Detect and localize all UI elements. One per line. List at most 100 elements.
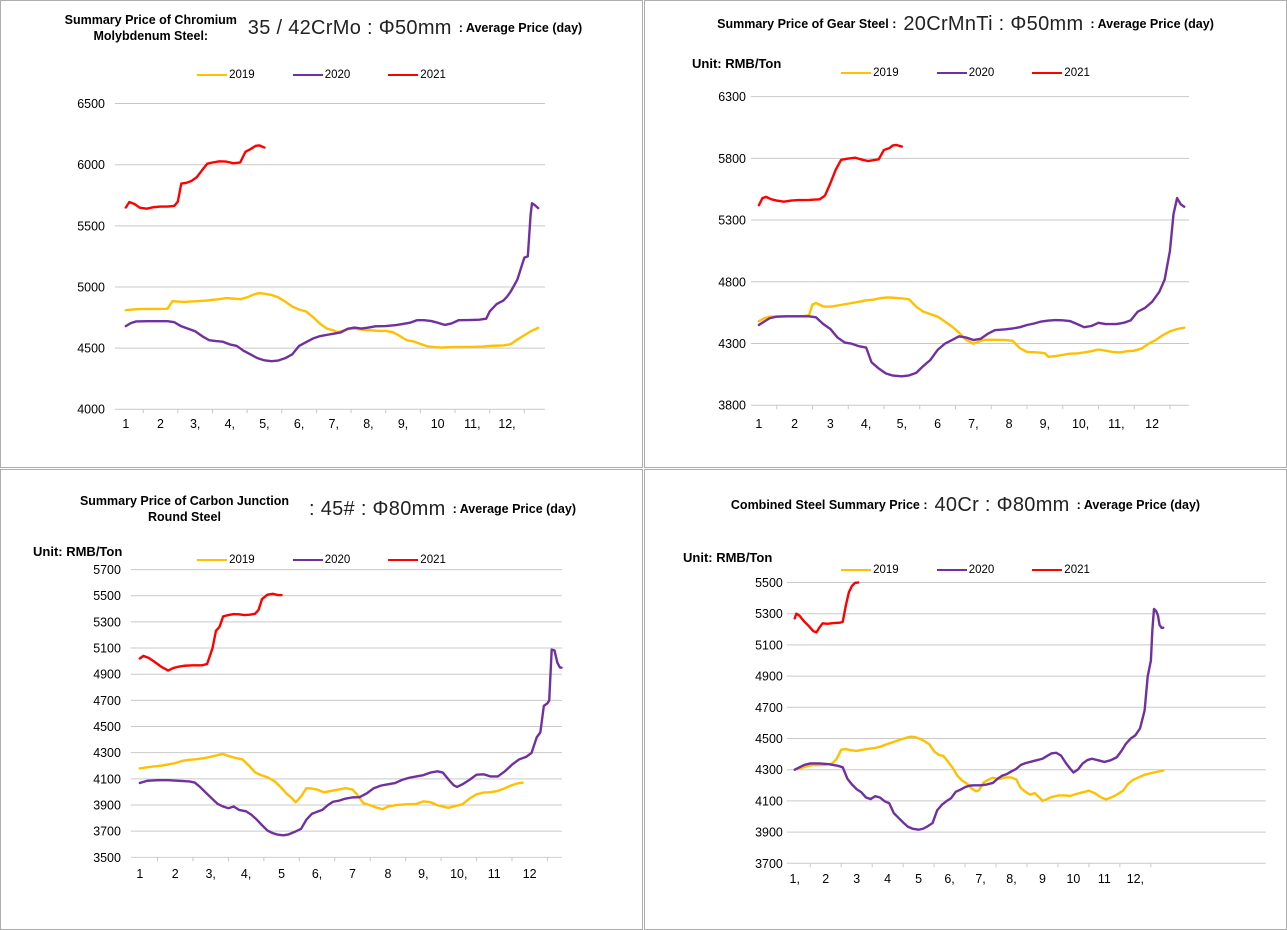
x-axis-tick-label: 6, [944, 872, 954, 886]
x-axis-tick-label: 8 [384, 867, 391, 881]
x-axis-tick-label: 5 [915, 872, 922, 886]
legend-label: 2019 [229, 69, 255, 81]
x-axis-tick-label: 2 [157, 417, 164, 431]
y-axis-tick-label: 4100 [755, 794, 783, 808]
legend-item-2020: 2020 [292, 69, 350, 81]
legend-label: 2021 [1064, 564, 1090, 576]
x-axis-tick-label: 3, [190, 417, 200, 431]
chart-title-suffix: : Average Price (day) [1076, 497, 1201, 512]
chart-title-prefix: Combined Steel Summary Price : [730, 497, 928, 512]
x-axis-tick-label: 9, [398, 417, 408, 431]
chart-title-suffix: : Average Price (day) [1090, 16, 1214, 31]
x-axis-tick-label: 8, [1006, 872, 1016, 886]
x-axis-tick-label: 1 [136, 867, 143, 881]
line-chart: 5700 5500 5300 5100 4900 4700 4500 4300 4100 3900… [93, 563, 563, 881]
y-axis-tick-label: 3900 [755, 826, 783, 840]
series-line-2020 [124, 202, 540, 363]
y-axis-tick-label: 5300 [755, 607, 783, 621]
legend-item-2019: 2019 [197, 69, 255, 81]
y-axis-tick-label: 3500 [93, 851, 121, 865]
series-line-2019 [793, 735, 1165, 803]
y-axis-tick-label: 3800 [718, 399, 746, 413]
x-axis-tick-label: 1, [790, 872, 800, 886]
y-axis-tick-label: 5500 [93, 589, 121, 603]
legend-label: 2019 [229, 554, 255, 566]
x-axis-tick-label: 2 [791, 417, 798, 431]
legend-item-2021: 2021 [1032, 67, 1090, 79]
y-axis-tick-label: 5800 [718, 152, 746, 166]
legend-line-swatch [197, 74, 228, 76]
legend-label: 2019 [873, 67, 899, 79]
chart-title-prefix: Summary Price of Chromium Molybdenum Ste… [64, 13, 241, 43]
x-axis-tick-label: 6, [312, 867, 322, 881]
y-axis-tick-label: 4500 [77, 342, 105, 356]
x-axis-tick-label: 7, [968, 417, 978, 431]
series-line-2020 [793, 607, 1165, 831]
legend: 2019 2020 2021 [1, 554, 642, 566]
y-axis-tick-label: 3900 [93, 798, 121, 812]
unit-label: Unit: RMB/Ton [683, 550, 773, 565]
x-axis-tick-label: 5, [897, 417, 907, 431]
x-axis-tick-label: 10, [1072, 417, 1089, 431]
legend-line-swatch [936, 72, 967, 74]
x-axis-tick-label: 10, [450, 867, 467, 881]
x-axis-tick-label: 4, [225, 417, 235, 431]
x-axis-tick-label: 2 [172, 867, 179, 881]
y-axis-tick-label: 6000 [77, 158, 105, 172]
series-line-2019 [124, 291, 540, 349]
x-axis-tick-label: 7, [975, 872, 985, 886]
chart-title-main: 20CrMnTi : Φ50mm [903, 13, 1084, 35]
x-axis-tick-label: 11, [464, 417, 480, 431]
chart-title: Summary Price of Chromium Molybdenum Ste… [1, 13, 642, 44]
legend-item-2020: 2020 [936, 67, 994, 79]
unit-label: Unit: RMB/Ton [33, 544, 123, 559]
x-axis-tick-label: 10 [431, 417, 445, 431]
x-axis-tick-label: 4, [861, 417, 871, 431]
series-line-2021 [124, 144, 266, 210]
legend-label: 2021 [420, 69, 446, 81]
chart-title-main: 35 / 42CrMo : Φ50mm [247, 17, 452, 40]
x-axis-tick-label: 8 [1006, 417, 1013, 431]
y-axis-tick-label: 5500 [77, 219, 105, 233]
chart-title: Summary Price of Gear Steel : 20CrMnTi :… [645, 13, 1286, 36]
legend-line-swatch [841, 569, 872, 571]
legend-item-2020: 2020 [292, 554, 350, 566]
series-line-2019 [757, 296, 1186, 359]
legend-line-swatch [1032, 569, 1063, 571]
chart-title-main: : 45# : Φ80mm [308, 498, 446, 521]
series-line-2020 [757, 196, 1186, 378]
y-axis-tick-label: 4100 [93, 772, 121, 786]
x-axis-tick-label: 4, [241, 867, 251, 881]
unit-label: Unit: RMB/Ton [692, 56, 782, 71]
x-axis-tick-label: 5 [278, 867, 285, 881]
y-axis-tick-label: 5100 [755, 638, 783, 652]
chart-title-prefix: Summary Price of Carbon Junction Round S… [79, 494, 293, 524]
y-axis-tick-label: 3700 [93, 825, 121, 839]
chart-title: Combined Steel Summary Price : 40Cr : Φ8… [645, 494, 1286, 517]
x-axis-tick-label: 9, [418, 867, 428, 881]
chart-panel-carbon-round-steel: Summary Price of Carbon Junction Round S… [0, 469, 643, 930]
x-axis-tick-label: 1 [122, 417, 129, 431]
x-axis-tick-label: 5, [259, 417, 269, 431]
legend-item-2021: 2021 [1032, 564, 1090, 576]
legend-item-2021: 2021 [388, 554, 446, 566]
series-line-2019 [138, 752, 524, 811]
y-axis-tick-label: 6300 [718, 90, 746, 104]
legend: 2019 2020 2021 [1, 69, 642, 81]
x-axis-tick-label: 12 [1145, 417, 1159, 431]
y-axis-tick-label: 4900 [93, 668, 121, 682]
legend-line-swatch [197, 559, 228, 561]
x-axis-tick-label: 3 [853, 872, 860, 886]
series-line-2020 [138, 648, 563, 837]
x-axis-tick-label: 6, [294, 417, 304, 431]
legend-line-swatch [388, 74, 419, 76]
y-axis-tick-label: 5100 [93, 642, 121, 656]
legend-line-swatch [841, 72, 872, 74]
x-axis-tick-label: 7 [349, 867, 356, 881]
y-axis-tick-label: 3700 [755, 857, 783, 871]
legend: 2019 2020 2021 [645, 564, 1286, 576]
x-axis-tick-label: 2 [822, 872, 829, 886]
x-axis-tick-label: 9, [1040, 417, 1050, 431]
legend-item-2019: 2019 [841, 564, 899, 576]
y-axis-tick-label: 5500 [755, 576, 783, 590]
